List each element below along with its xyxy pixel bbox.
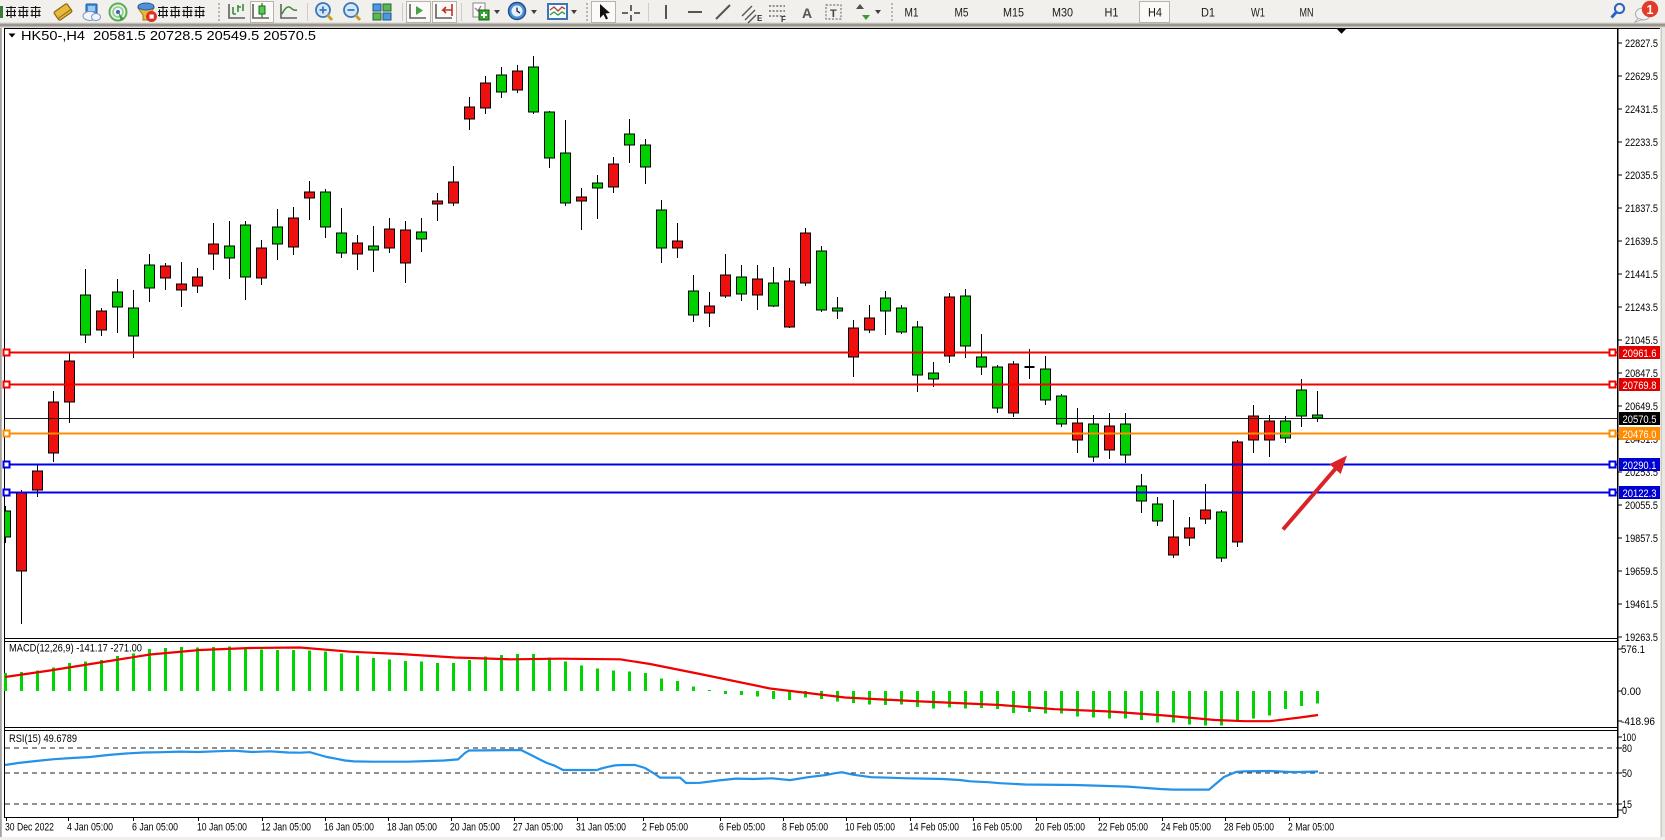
svg-text:14 Feb 05:00: 14 Feb 05:00 [909,822,959,834]
svg-text:22035.5: 22035.5 [1625,170,1658,182]
svg-text:W1: W1 [1251,8,1265,20]
svg-text:22233.5: 22233.5 [1625,137,1658,149]
svg-text:20055.5: 20055.5 [1625,500,1658,512]
svg-text:19659.5: 19659.5 [1625,566,1658,578]
svg-text:6 Jan 05:00: 6 Jan 05:00 [132,822,178,834]
svg-text:19857.5: 19857.5 [1625,533,1658,545]
svg-text:20290.1: 20290.1 [1623,460,1657,472]
svg-text:0.00: 0.00 [1621,686,1641,698]
svg-text:M1: M1 [905,8,919,20]
svg-text:22629.5: 22629.5 [1625,71,1658,83]
svg-text:21837.5: 21837.5 [1625,203,1658,215]
svg-text:4 Jan 05:00: 4 Jan 05:00 [67,822,113,834]
svg-text:18 Jan 05:00: 18 Jan 05:00 [387,822,437,834]
svg-text:10 Jan 05:00: 10 Jan 05:00 [197,822,247,834]
svg-text:2 Feb 05:00: 2 Feb 05:00 [642,822,688,834]
svg-text:D1: D1 [1201,8,1215,20]
svg-text:M30: M30 [1052,8,1073,20]
svg-text:21243.5: 21243.5 [1625,302,1658,314]
svg-text:20122.3: 20122.3 [1623,488,1657,500]
svg-text:T: T [830,8,837,20]
svg-text:6 Feb 05:00: 6 Feb 05:00 [719,822,765,834]
svg-text:20961.6: 20961.6 [1623,348,1657,360]
svg-text:20476.0: 20476.0 [1623,429,1657,441]
svg-text:20 Feb 05:00: 20 Feb 05:00 [1035,822,1085,834]
svg-text:F: F [781,15,786,24]
svg-text:H1: H1 [1105,8,1119,20]
svg-text:MN: MN [1300,8,1314,20]
svg-text:27 Jan 05:00: 27 Jan 05:00 [513,822,563,834]
svg-text:0: 0 [1622,805,1627,817]
svg-text:E: E [757,14,763,23]
svg-text:12 Jan 05:00: 12 Jan 05:00 [261,822,311,834]
svg-text:20 Jan 05:00: 20 Jan 05:00 [450,822,500,834]
svg-text:30 Dec 2022: 30 Dec 2022 [5,822,54,834]
svg-text:16 Jan 05:00: 16 Jan 05:00 [324,822,374,834]
svg-text:21045.5: 21045.5 [1625,335,1658,347]
svg-text:16 Feb 05:00: 16 Feb 05:00 [972,822,1022,834]
svg-text:RSI(15) 49.6789: RSI(15) 49.6789 [9,733,77,745]
svg-text:19263.5: 19263.5 [1625,632,1658,644]
svg-text:19461.5: 19461.5 [1625,599,1658,611]
svg-text:20769.8: 20769.8 [1623,380,1657,392]
svg-text:22431.5: 22431.5 [1625,104,1658,116]
svg-text:24 Feb 05:00: 24 Feb 05:00 [1161,822,1211,834]
svg-text:21639.5: 21639.5 [1625,236,1658,248]
svg-text:31 Jan 05:00: 31 Jan 05:00 [576,822,626,834]
svg-text:20847.5: 20847.5 [1625,368,1658,380]
svg-text:576.1: 576.1 [1621,644,1645,656]
svg-text:HK50-,H4 20581.5 20728.5 2054: HK50-,H4 20581.5 20728.5 20549.5 20570.5 [21,29,316,43]
svg-text:A: A [802,5,812,21]
svg-text:28 Feb 05:00: 28 Feb 05:00 [1224,822,1274,834]
svg-text:8 Feb 05:00: 8 Feb 05:00 [782,822,828,834]
svg-text:22827.5: 22827.5 [1625,38,1658,50]
svg-text:50: 50 [1622,768,1632,780]
svg-text:80: 80 [1622,743,1632,755]
svg-text:2 Mar 05:00: 2 Mar 05:00 [1288,822,1334,834]
svg-text:H4: H4 [1148,8,1163,20]
svg-text:20649.5: 20649.5 [1625,401,1658,413]
svg-text:100: 100 [1622,732,1636,744]
svg-text:22 Feb 05:00: 22 Feb 05:00 [1098,822,1148,834]
svg-text:M5: M5 [955,8,969,20]
svg-text:20570.5: 20570.5 [1623,414,1657,426]
svg-text:1: 1 [1647,3,1654,17]
svg-text:10 Feb 05:00: 10 Feb 05:00 [845,822,895,834]
svg-text:15: 15 [1622,799,1632,811]
svg-text:-418.96: -418.96 [1621,716,1655,728]
svg-text:21441.5: 21441.5 [1625,269,1658,281]
svg-text:M15: M15 [1003,8,1024,20]
svg-text:MACD(12,26,9) -141.17 -271.00: MACD(12,26,9) -141.17 -271.00 [9,643,142,655]
